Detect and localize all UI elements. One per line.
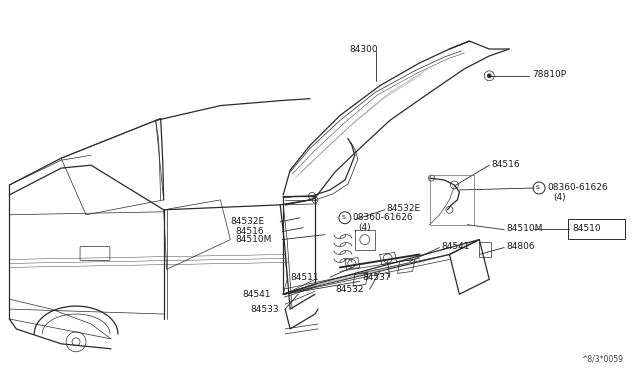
Text: S: S <box>342 215 346 220</box>
Text: 84510M: 84510M <box>506 224 543 233</box>
Text: 84541: 84541 <box>243 290 271 299</box>
Text: 84510: 84510 <box>572 224 600 233</box>
Text: 84511: 84511 <box>290 273 319 282</box>
Text: (4): (4) <box>358 223 371 232</box>
Text: 84806: 84806 <box>506 242 535 251</box>
Text: S: S <box>536 186 540 190</box>
Text: 84533: 84533 <box>250 305 279 314</box>
Text: 08360-61626: 08360-61626 <box>547 183 607 192</box>
Text: 78810P: 78810P <box>532 70 566 79</box>
Text: 84532E: 84532E <box>387 204 421 213</box>
Text: 84300: 84300 <box>350 45 378 54</box>
Text: (4): (4) <box>553 193 566 202</box>
Text: 84532: 84532 <box>335 285 364 294</box>
Text: ^8/3*0059: ^8/3*0059 <box>582 354 623 363</box>
Circle shape <box>487 74 492 78</box>
Text: 84537: 84537 <box>363 273 392 282</box>
Text: 08360-61626: 08360-61626 <box>353 213 413 222</box>
Text: 84510M: 84510M <box>236 235 272 244</box>
Text: 84516: 84516 <box>236 227 264 236</box>
Text: 84532E: 84532E <box>230 217 264 226</box>
Text: 84516: 84516 <box>492 160 520 169</box>
Text: 84541: 84541 <box>442 242 470 251</box>
